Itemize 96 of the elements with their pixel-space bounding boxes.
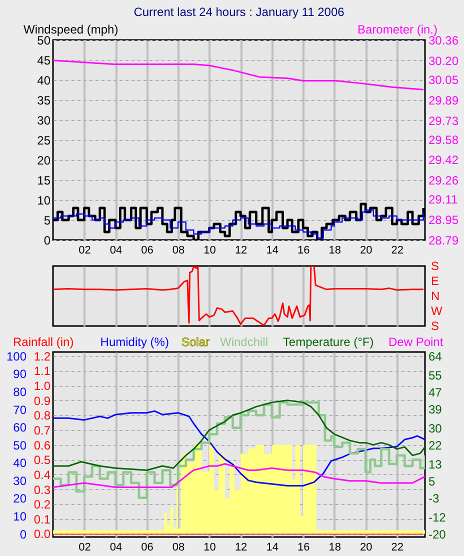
y2-tick-label: 1.1	[34, 364, 51, 378]
x-tick-label: 16	[297, 542, 310, 554]
y3-tick-label: 5	[428, 474, 436, 488]
x-tick-label: 14	[266, 542, 278, 554]
y2-tick-label: 29.73	[428, 114, 459, 128]
y-tick-label: 10	[13, 510, 27, 524]
x-tick-label: 18	[328, 542, 341, 554]
y-tick-label: 5	[44, 214, 51, 228]
y2-tick-label: 0.7	[34, 423, 51, 438]
x-tick-label: 08	[172, 542, 185, 554]
y2-tick-label: 0.5	[34, 453, 51, 468]
text: N	[431, 289, 440, 303]
y2-axis-title: Barometer (in.)	[357, 22, 438, 36]
text: S	[431, 319, 440, 333]
y-tick-label: 0	[44, 234, 51, 248]
y2-tick-label: 0.0	[34, 527, 51, 542]
line-series	[53, 410, 425, 487]
y2-tick-label: 29.42	[428, 153, 459, 168]
x-tick-label: 22	[391, 542, 404, 554]
y-tick-label: 20	[37, 154, 51, 168]
text: Humidity (%)	[100, 335, 169, 349]
y2-tick-label: 29.89	[428, 93, 459, 108]
x-tick-label: 14	[266, 244, 278, 256]
y-tick-label: 50	[13, 438, 27, 452]
y2-tick-label: 0.8	[34, 408, 51, 423]
y2-tick-label: 1.2	[34, 349, 51, 364]
y2-tick-label: 0.3	[34, 482, 51, 497]
text: Dew Point	[388, 335, 444, 349]
y2-tick-label: 0.6	[34, 438, 51, 452]
y-tick-label: 0	[20, 527, 27, 542]
y3-tick-label: -20	[428, 527, 446, 542]
y3-tick-label: 55	[428, 368, 442, 382]
line-series	[53, 463, 425, 488]
x-tick-label: 06	[141, 244, 154, 256]
text: E	[431, 274, 440, 288]
chart-title: Current last 24 hours : January 11 2006	[134, 5, 345, 19]
x-tick-label: 02	[78, 542, 91, 554]
y-tick-label: 80	[13, 384, 27, 399]
y-tick-label: 20	[13, 492, 27, 506]
y2-tick-label: 30.20	[428, 54, 459, 68]
y2-tick-label: 29.58	[428, 132, 459, 147]
y-tick-label: 45	[37, 54, 51, 68]
text: Solar	[182, 335, 210, 349]
y3-tick-label: -12	[428, 510, 446, 524]
y-tick-label: 60	[13, 420, 27, 435]
y2-tick-label: 0.9	[34, 394, 51, 408]
y-tick-label: 40	[37, 74, 51, 88]
x-tick-label: 20	[360, 244, 372, 256]
x-tick-label: 10	[204, 244, 216, 256]
y2-tick-label: 28.79	[428, 234, 459, 248]
x-tick-label: 02	[78, 244, 91, 256]
x-tick-label: 12	[234, 542, 248, 554]
y2-tick-label: 0.1	[34, 512, 51, 526]
y-tick-label: 35	[37, 94, 51, 108]
y2-tick-label: 0.2	[34, 498, 51, 512]
text: Temperature (°F)	[282, 335, 374, 349]
x-tick-label: 20	[360, 542, 372, 554]
x-tick-label: 16	[297, 244, 310, 256]
line-series	[53, 60, 424, 90]
x-tick-label: 12	[234, 244, 248, 256]
y2-tick-label: 1.0	[34, 379, 51, 393]
y3-tick-label: 22	[428, 438, 442, 452]
y2-tick-label: 30.05	[428, 72, 459, 87]
text: Rainfall (in)	[13, 335, 74, 349]
text: W	[431, 304, 443, 318]
y-tick-label: 30	[37, 114, 51, 128]
y-axis-title: Windspeed (mph)	[24, 22, 118, 36]
y-tick-label: 90	[13, 367, 27, 382]
y-tick-label: 70	[13, 402, 27, 417]
y2-tick-label: 29.11	[428, 192, 458, 207]
y2-tick-label: 0.4	[34, 468, 51, 482]
y-tick-label: 25	[37, 134, 51, 148]
x-tick-label: 08	[172, 244, 185, 256]
y3-tick-label: 64	[428, 349, 442, 364]
x-tick-label: 10	[204, 542, 216, 554]
y3-tick-label: 47	[428, 385, 442, 400]
y2-tick-label: 29.26	[428, 174, 459, 188]
y-tick-label: 15	[37, 174, 51, 188]
text: Windchill	[220, 335, 268, 349]
y3-tick-label: 30	[428, 421, 442, 436]
y3-tick-label: 13	[428, 457, 442, 472]
x-tick-label: 06	[141, 542, 154, 554]
y2-tick-label: 28.95	[428, 213, 459, 228]
text: S	[431, 259, 440, 273]
y-tick-label: 40	[13, 456, 27, 470]
y-tick-label: 50	[37, 34, 51, 48]
y-tick-label: 10	[37, 194, 51, 208]
x-tick-label: 04	[110, 542, 122, 554]
y3-tick-label: 39	[428, 402, 442, 416]
x-tick-label: 18	[328, 244, 341, 256]
y-tick-label: 100	[6, 349, 27, 364]
y3-tick-label: -3	[428, 491, 440, 506]
x-tick-label: 04	[110, 244, 122, 256]
y-tick-label: 30	[13, 474, 27, 488]
line-series	[53, 400, 425, 471]
x-tick-label: 22	[391, 244, 404, 256]
